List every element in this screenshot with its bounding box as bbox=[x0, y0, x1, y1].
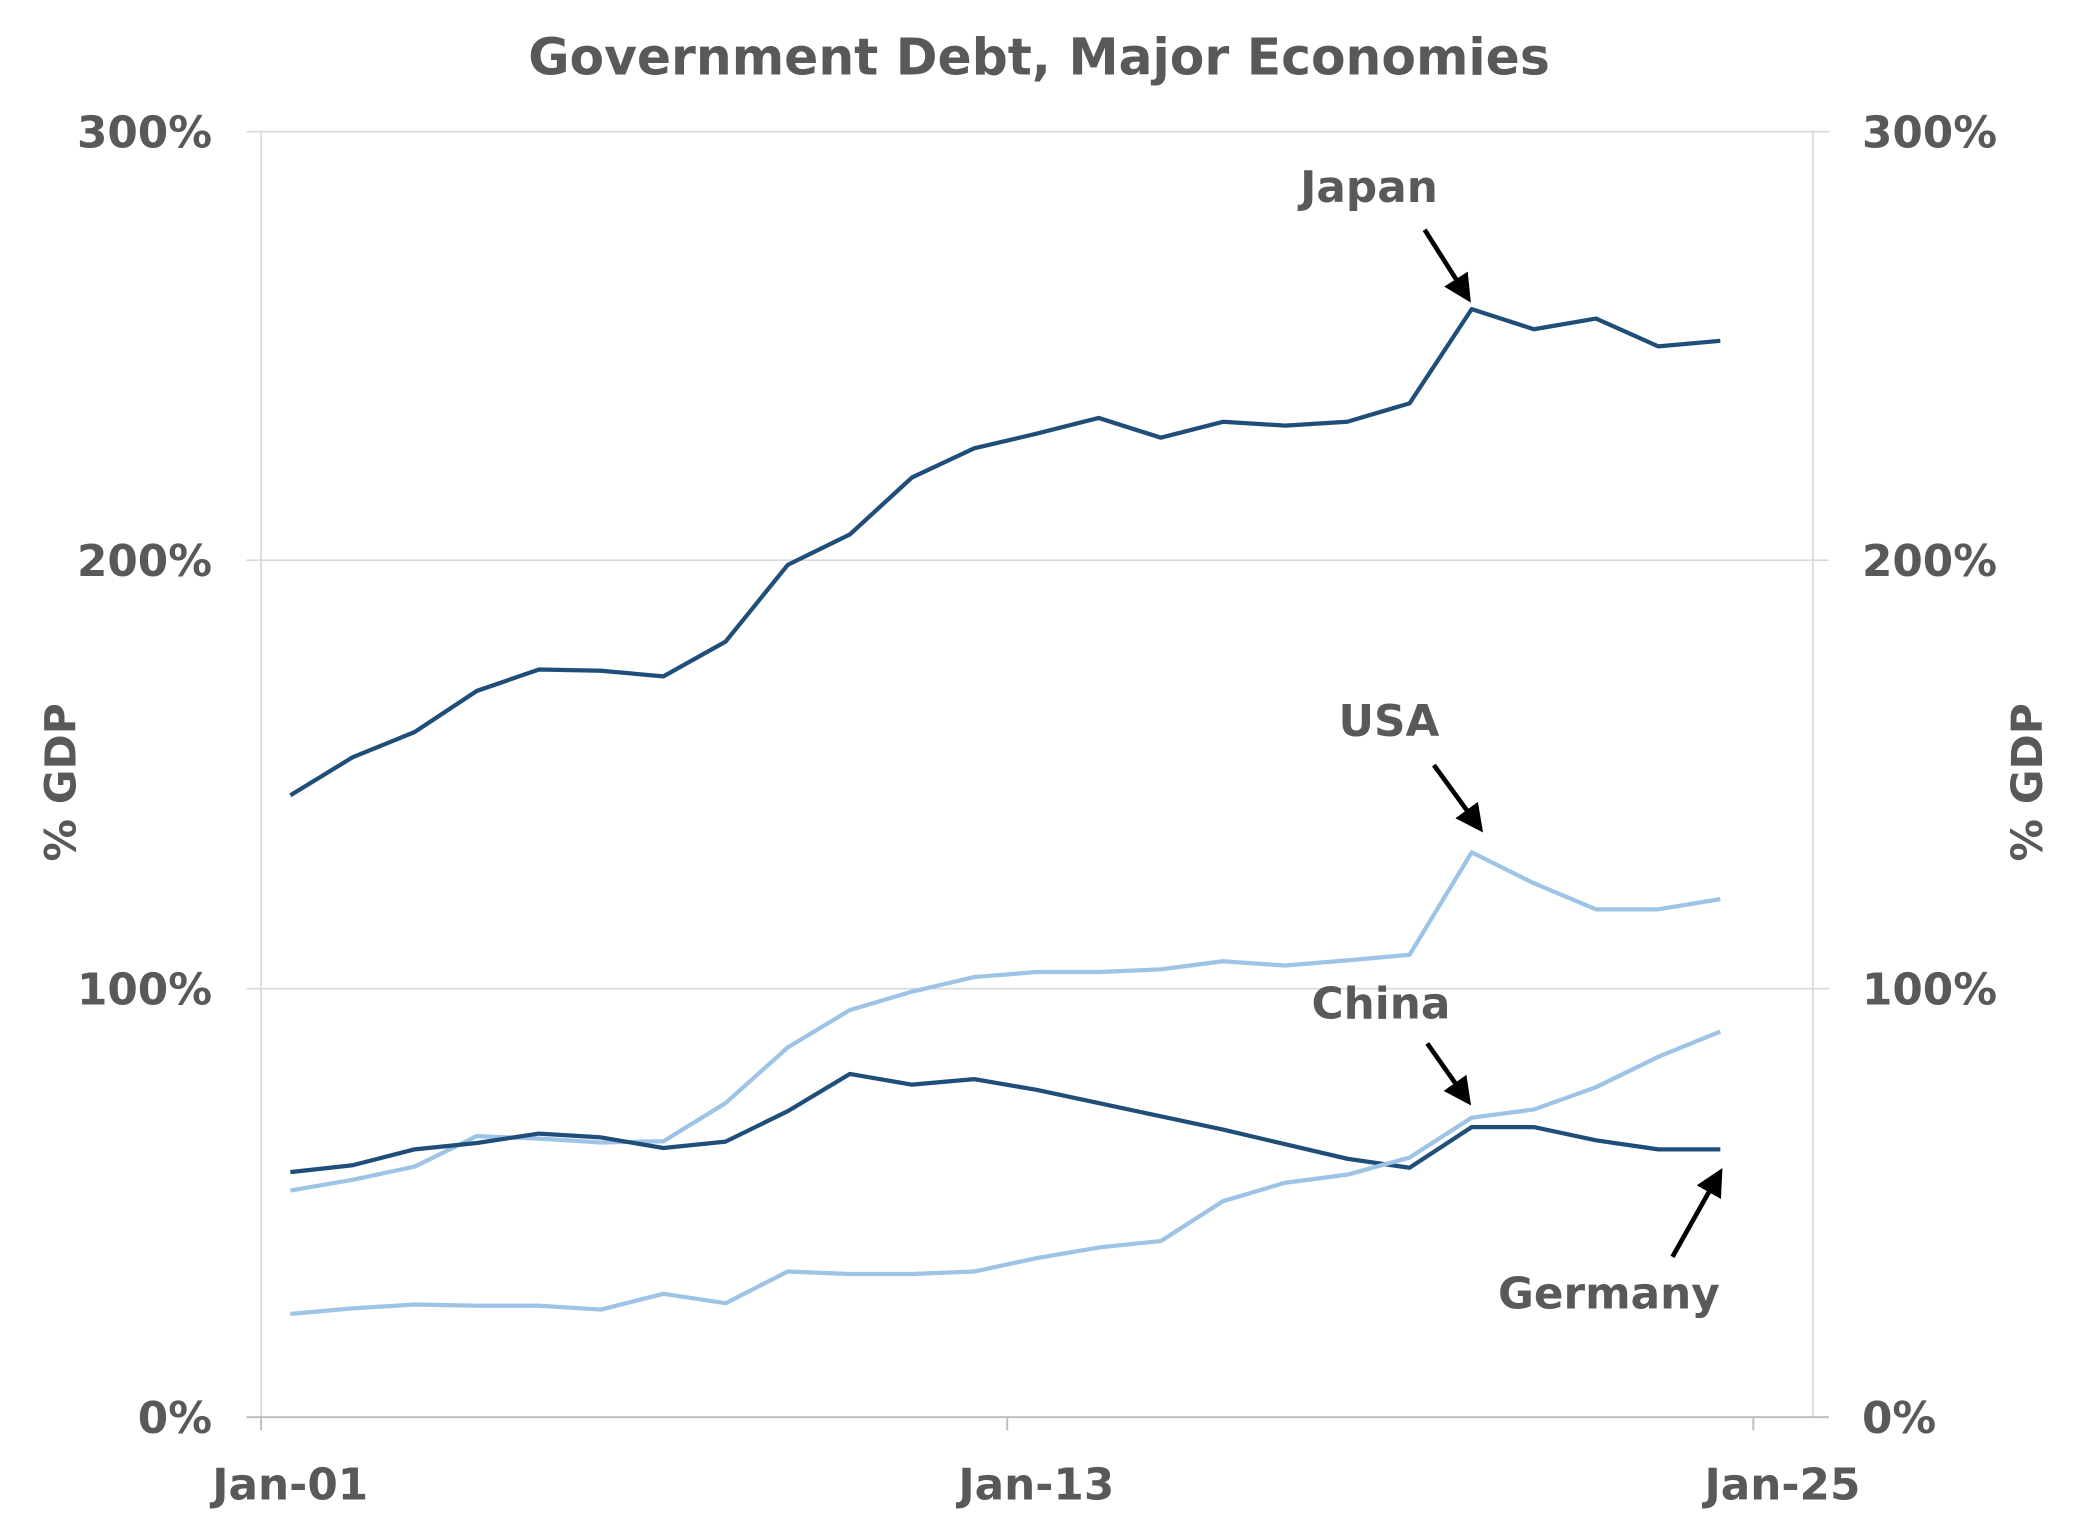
annotation-japan: Japan bbox=[1297, 162, 1438, 213]
annotation-arrow bbox=[1432, 763, 1484, 833]
axes bbox=[246, 131, 1829, 1431]
annotation-arrow bbox=[1670, 1167, 1723, 1258]
gridlines bbox=[246, 130, 1829, 990]
series-line-usa bbox=[290, 850, 1721, 1193]
series-line-japan bbox=[289, 307, 1721, 798]
y-tick-label-right: 300% bbox=[1862, 108, 1997, 159]
annotation-usa: USA bbox=[1338, 696, 1439, 747]
x-tick-label: Jan-01 bbox=[209, 1459, 368, 1510]
x-tick-labels: Jan-01 Jan-13 Jan-25 bbox=[209, 1459, 1860, 1510]
x-tick-label: Jan-25 bbox=[1702, 1459, 1861, 1510]
y-tick-label-left: 300% bbox=[77, 108, 212, 159]
y-tick-labels: 0% 0% 100% 100% 200% 200% 300% 300% bbox=[77, 108, 1997, 1444]
series-lines bbox=[289, 307, 1722, 1317]
y-tick-label-left: 200% bbox=[77, 536, 212, 587]
annotation-germany: Germany bbox=[1498, 1269, 1720, 1320]
annotation-arrow bbox=[1422, 228, 1471, 303]
y-tick-label-left: 100% bbox=[77, 965, 212, 1016]
y-tick-label-right: 0% bbox=[1862, 1393, 1936, 1444]
annotation-china: China bbox=[1312, 978, 1451, 1029]
y-axis-label-right: % GDP bbox=[2003, 703, 2052, 861]
series-line-germany bbox=[290, 1071, 1721, 1175]
y-tick-label-right: 200% bbox=[1862, 536, 1997, 587]
series-line-china bbox=[290, 1029, 1722, 1317]
x-tick-label: Jan-13 bbox=[955, 1459, 1114, 1510]
chart-title: Government Debt, Major Economies bbox=[528, 28, 1550, 87]
annotation-arrow bbox=[1425, 1042, 1472, 1106]
y-tick-label-right: 100% bbox=[1862, 965, 1997, 1016]
y-tick-label-left: 0% bbox=[138, 1393, 212, 1444]
y-axis-label-left: % GDP bbox=[37, 703, 86, 861]
annotations: Japan USA China Germany bbox=[1297, 162, 1723, 1320]
